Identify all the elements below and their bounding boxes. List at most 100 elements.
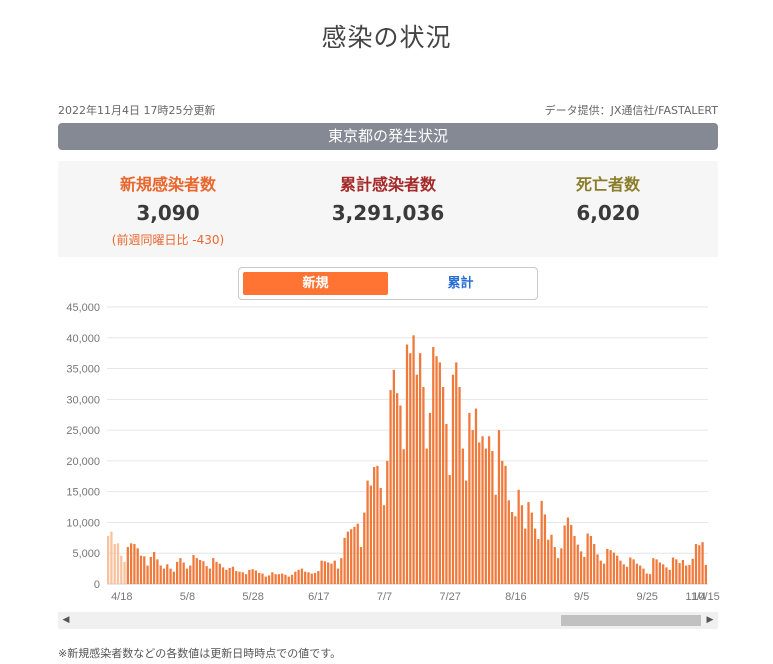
- stats-panel: 新規感染者数 3,090 (前週同曜日比 -430) 累計感染者数 3,291,…: [58, 161, 718, 257]
- chart-bar: [133, 543, 136, 584]
- chart-bar: [244, 574, 248, 584]
- chart-bar: [175, 561, 179, 584]
- chart-bar: [599, 560, 602, 584]
- new-cases-weekly-change: (前週同曜日比 -430): [111, 233, 225, 247]
- stat-deaths: 死亡者数 6,020: [498, 161, 718, 257]
- chart-bar: [323, 561, 327, 584]
- chart-bar: [192, 555, 195, 584]
- chart-bar: [438, 362, 441, 584]
- chart-bar: [182, 562, 185, 584]
- data-provider: データ提供：JX通信社/FASTALERT: [544, 104, 718, 117]
- chart-bar: [221, 567, 225, 584]
- chart-bar: [143, 556, 146, 584]
- chart-bar: [445, 423, 448, 584]
- chart-bar: [583, 556, 586, 584]
- chart-bar: [464, 480, 468, 584]
- chart-bar: [340, 558, 343, 584]
- chart-bar: [691, 558, 694, 584]
- y-tick-label: 25,000: [66, 425, 100, 437]
- chart-bar: [409, 353, 412, 584]
- chart-bar: [281, 573, 284, 584]
- chart-bar: [468, 412, 471, 584]
- chart-bar: [671, 557, 675, 584]
- chart-bar: [149, 556, 152, 584]
- chart-bar: [701, 542, 704, 584]
- chart-bar: [169, 568, 172, 584]
- chart-bar: [107, 535, 110, 584]
- chart-bar: [642, 568, 645, 584]
- chart-bar: [566, 517, 570, 584]
- y-tick-label: 15,000: [66, 487, 100, 499]
- chart-bar: [382, 505, 386, 584]
- chart-bar: [589, 535, 593, 584]
- chart-bar: [441, 387, 445, 584]
- chart-bar: [261, 573, 264, 584]
- chart-bar: [238, 571, 241, 584]
- chart-bar: [668, 569, 671, 584]
- chart-bar: [632, 559, 635, 584]
- chart-bar: [353, 526, 356, 584]
- new-cases-value: 3,090: [136, 201, 200, 225]
- chart-bar: [179, 558, 182, 584]
- chart-bar: [415, 374, 418, 584]
- chart-bar: [474, 408, 478, 584]
- scrollbar-thumb[interactable]: [561, 615, 701, 626]
- x-axis-ticks: 4/18 5/8 5/28 6/17 7/7 7/27 8/16 9/5 9/25 10/1511…: [111, 591, 720, 603]
- chart-bar: [553, 547, 556, 584]
- chart-bar: [550, 534, 553, 584]
- chart-bar: [277, 574, 281, 584]
- chart-bar: [451, 374, 455, 584]
- tab-new[interactable]: 新規: [243, 272, 388, 295]
- chart-bar: [159, 565, 162, 584]
- chart-bar: [560, 548, 563, 584]
- chart-bar: [123, 561, 126, 584]
- chart-bar: [602, 563, 606, 584]
- chart-bar: [350, 529, 353, 584]
- chart-bar: [616, 555, 619, 584]
- chart-bar: [448, 475, 451, 584]
- chart-bar: [126, 547, 129, 584]
- chart-bar: [487, 436, 491, 584]
- x-tick-label: 11/4: [685, 591, 706, 603]
- chart-bar: [418, 353, 422, 584]
- chart-bar: [294, 571, 297, 584]
- chart-bar: [310, 573, 313, 584]
- scroll-left-arrow-icon[interactable]: ◀: [62, 615, 70, 625]
- chart-bar: [208, 568, 212, 584]
- chart-bar: [241, 572, 244, 584]
- chart-bar: [639, 565, 642, 584]
- chart-bar: [547, 539, 550, 584]
- chart-bar: [136, 548, 139, 584]
- chart-bar: [386, 460, 389, 584]
- chart-bar: [185, 568, 189, 584]
- chart-bar: [297, 569, 300, 584]
- chart-bar: [517, 489, 520, 584]
- chart-bar: [586, 533, 589, 584]
- chart-bar: [527, 502, 530, 584]
- meta-row: 2022年11月4日 17時25分更新 データ提供：JX通信社/FASTALER…: [58, 102, 718, 118]
- chart-bar: [248, 569, 251, 584]
- tab-cumulative[interactable]: 累計: [388, 272, 533, 295]
- chart-bar: [573, 535, 576, 584]
- chart-bar: [120, 555, 123, 584]
- chart-scrollbar[interactable]: ◀ ▶: [58, 612, 718, 629]
- chart-bar: [202, 561, 205, 584]
- chart-bar: [471, 430, 474, 584]
- y-tick-label: 30,000: [66, 394, 100, 406]
- chart-bar: [501, 460, 504, 584]
- chart-bar: [655, 559, 658, 584]
- chart-bar: [428, 412, 432, 584]
- scroll-right-arrow-icon[interactable]: ▶: [706, 615, 714, 625]
- chart-bar: [300, 568, 304, 584]
- chart-bar: [458, 387, 461, 584]
- chart-bar: [333, 560, 336, 584]
- chart-bar: [576, 544, 579, 584]
- chart-bar: [563, 525, 566, 584]
- chart-bar: [366, 480, 369, 584]
- y-tick-label: 5,000: [72, 548, 100, 560]
- chart-bar: [363, 512, 366, 584]
- chart-bar: [662, 564, 665, 584]
- chart-bar: [491, 451, 494, 584]
- chart-bar: [290, 574, 294, 584]
